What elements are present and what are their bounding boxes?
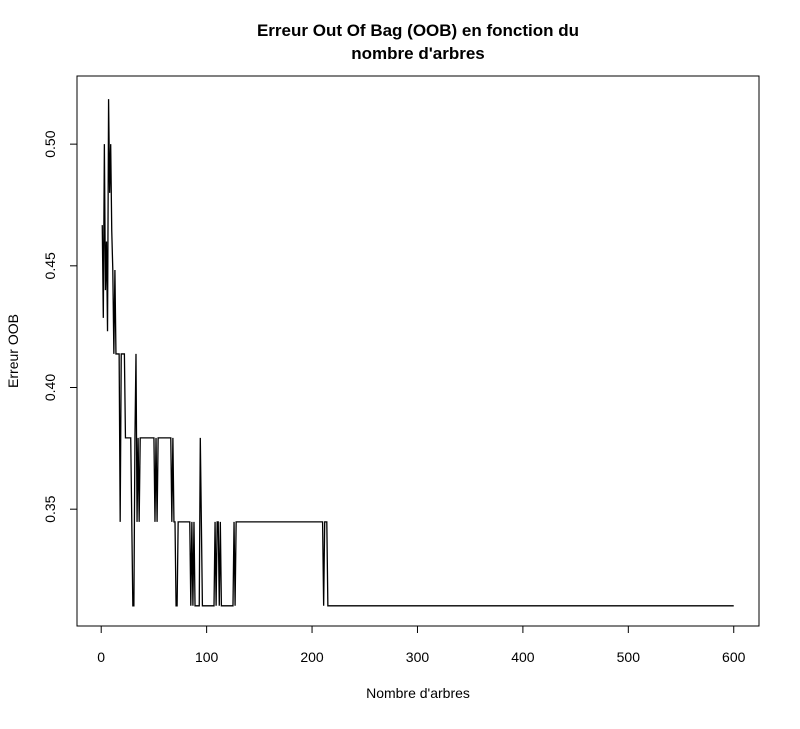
x-tick-label: 200 bbox=[300, 649, 324, 665]
chart-title: nombre d'arbres bbox=[351, 44, 484, 63]
x-tick-label: 100 bbox=[195, 649, 219, 665]
x-tick-label: 600 bbox=[722, 649, 746, 665]
y-tick-label: 0.50 bbox=[42, 130, 58, 157]
y-tick-label: 0.40 bbox=[42, 374, 58, 401]
x-axis-label: Nombre d'arbres bbox=[366, 685, 470, 701]
x-tick-label: 300 bbox=[406, 649, 430, 665]
x-tick-label: 0 bbox=[97, 649, 105, 665]
y-tick-label: 0.35 bbox=[42, 495, 58, 522]
plot-box bbox=[76, 75, 760, 627]
y-axis-label: Erreur OOB bbox=[5, 314, 21, 388]
x-tick-label: 400 bbox=[511, 649, 535, 665]
y-tick-label: 0.45 bbox=[42, 252, 58, 279]
x-tick-label: 500 bbox=[617, 649, 641, 665]
chart-title: Erreur Out Of Bag (OOB) en fonction du bbox=[257, 21, 579, 40]
data-line bbox=[101, 99, 734, 607]
